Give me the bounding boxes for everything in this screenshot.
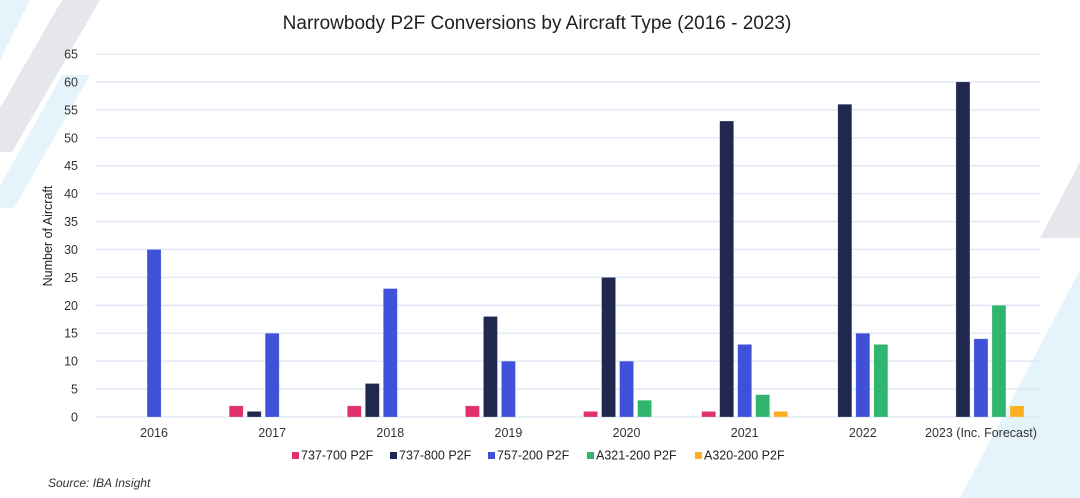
- legend-swatch: [292, 452, 299, 459]
- y-tick-label: 10: [64, 355, 78, 369]
- bar-a320-200-p2f-2021: [773, 411, 788, 418]
- bar-757-200-p2f-2021: [737, 344, 752, 418]
- deco-stripe-grey-top-left: [0, 0, 100, 152]
- y-tick-label: 55: [64, 103, 78, 117]
- legend-label: 737-700 P2F: [301, 449, 374, 463]
- chart-title: Narrowbody P2F Conversions by Aircraft T…: [283, 13, 792, 34]
- bar-757-200-p2f-2019: [501, 360, 516, 418]
- bar-a321-200-p2f-2022: [873, 344, 889, 418]
- deco-stripe-grey-right: [1040, 162, 1080, 238]
- x-tick-labels: 2016 2017 2018 2019 2020 2021 2022 2023 (Inc. F…: [140, 426, 1037, 440]
- y-tick-label: 25: [64, 271, 78, 285]
- bar-737-700-p2f-2018: [347, 405, 362, 418]
- x-tick-label: 2016: [140, 426, 168, 440]
- y-tick-label: 40: [64, 187, 78, 201]
- gridlines: [95, 53, 1040, 418]
- y-tick-labels: 0 5 10 15 20 25 30 35 40 45 50 55 60 65: [64, 48, 78, 425]
- legend-swatch: [390, 452, 397, 459]
- bar-a321-200-p2f-2021: [755, 394, 770, 418]
- bar-757-200-p2f-2016: [146, 249, 162, 418]
- source-note: Source: IBA Insight: [48, 476, 151, 490]
- x-tick-label: 2023 (Inc. Forecast): [925, 426, 1037, 440]
- y-tick-label: 15: [64, 327, 78, 341]
- legend-label: 757-200 P2F: [497, 449, 570, 463]
- y-tick-label: 30: [64, 243, 78, 257]
- y-tick-label: 45: [64, 159, 78, 173]
- bar-737-800-p2f-2023: [955, 81, 971, 418]
- bar-737-700-p2f-2017: [228, 405, 244, 418]
- bar-737-700-p2f-2019: [465, 405, 480, 418]
- bar-737-800-p2f-2019: [483, 316, 498, 418]
- deco-stripe-light-blue-top-left: [0, 0, 30, 60]
- bars: [146, 81, 1025, 418]
- bar-737-800-p2f-2018: [365, 383, 380, 418]
- bar-757-200-p2f-2023: [973, 338, 989, 418]
- bar-a321-200-p2f-2023: [991, 305, 1007, 418]
- deco-stripe-light-blue-left: [0, 75, 90, 208]
- bar-737-700-p2f-2021: [701, 411, 716, 418]
- y-tick-label: 0: [71, 411, 78, 425]
- y-tick-label: 5: [71, 383, 78, 397]
- bar-a321-200-p2f-2020: [637, 399, 652, 418]
- bar-757-200-p2f-2018: [383, 288, 398, 418]
- y-tick-label: 20: [64, 299, 78, 313]
- y-tick-label: 60: [64, 75, 78, 89]
- legend-swatch: [488, 452, 495, 459]
- legend: 737-700 P2F 737-800 P2F 757-200 P2F A321-20…: [292, 449, 785, 463]
- bar-737-800-p2f-2022: [837, 103, 853, 418]
- bar-757-200-p2f-2020: [619, 360, 634, 418]
- legend-label: 737-800 P2F: [399, 449, 472, 463]
- legend-swatch: [695, 452, 702, 459]
- bar-737-800-p2f-2021: [719, 120, 734, 418]
- y-tick-label: 35: [64, 215, 78, 229]
- x-tick-label: 2018: [376, 426, 404, 440]
- y-tick-label: 50: [64, 131, 78, 145]
- bar-737-800-p2f-2020: [601, 277, 616, 418]
- bar-757-200-p2f-2022: [855, 332, 871, 418]
- x-tick-label: 2021: [731, 426, 759, 440]
- x-tick-label: 2017: [258, 426, 286, 440]
- x-tick-label: 2022: [849, 426, 877, 440]
- legend-label: A320-200 P2F: [704, 449, 785, 463]
- x-tick-label: 2019: [495, 426, 523, 440]
- bar-737-700-p2f-2020: [583, 411, 598, 418]
- legend-swatch: [587, 452, 594, 459]
- x-tick-label: 2020: [613, 426, 641, 440]
- y-tick-label: 65: [64, 48, 78, 62]
- y-axis-title: Number of Aircraft: [41, 185, 55, 286]
- bar-a320-200-p2f-2023: [1009, 405, 1025, 418]
- legend-label: A321-200 P2F: [596, 449, 677, 463]
- bar-737-800-p2f-2017: [246, 411, 262, 418]
- deco-stripe-light-blue-right: [960, 270, 1080, 498]
- bar-757-200-p2f-2017: [264, 332, 280, 418]
